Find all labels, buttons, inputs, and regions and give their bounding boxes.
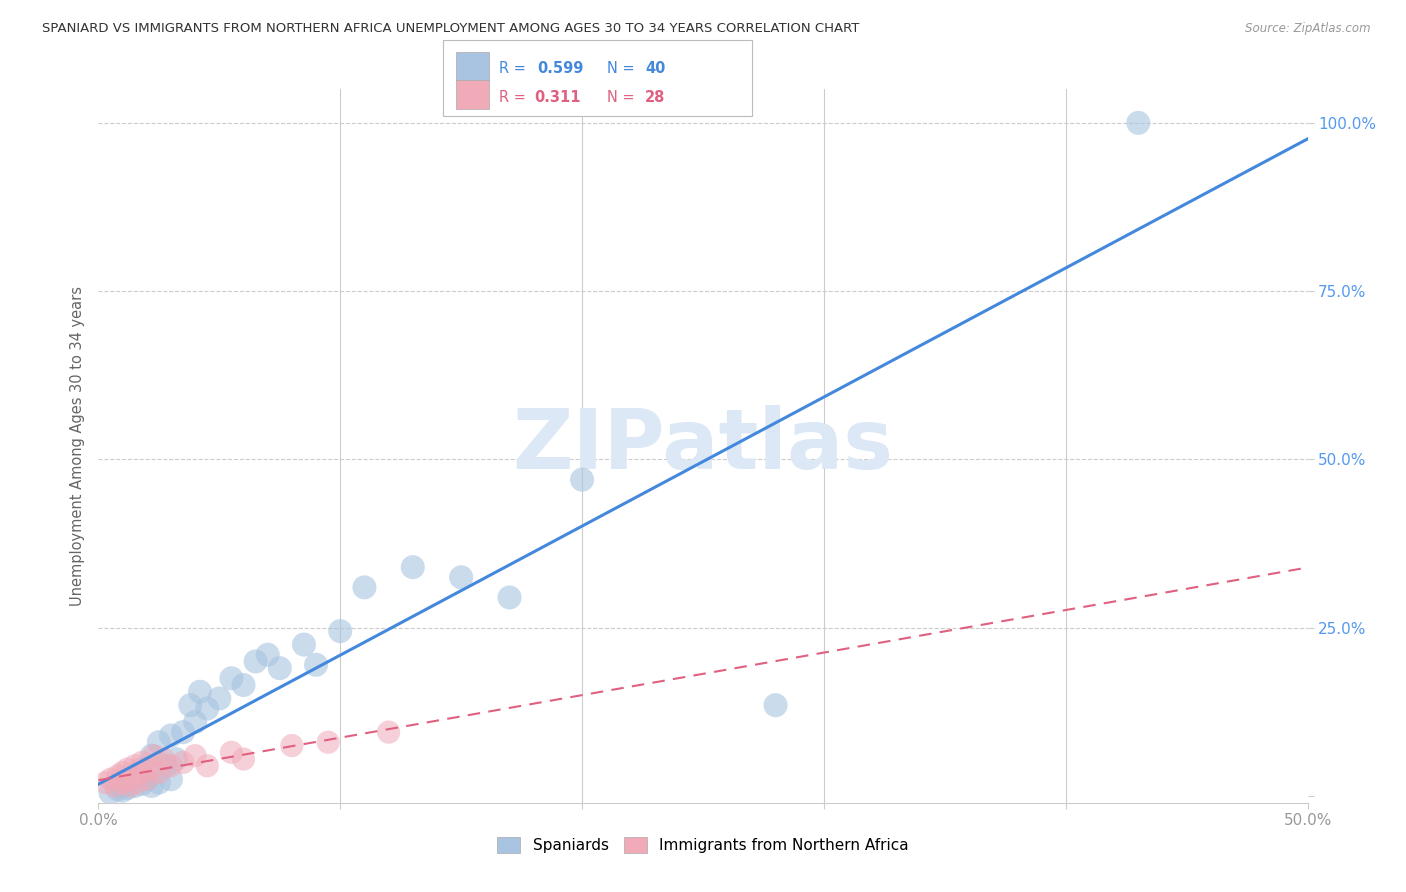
- Point: [131, 765, 153, 780]
- Text: 0.599: 0.599: [537, 62, 583, 77]
- Text: N =: N =: [607, 62, 640, 77]
- Point: [100, 772, 122, 787]
- Point: [221, 671, 243, 685]
- Point: [172, 756, 194, 770]
- Text: Source: ZipAtlas.com: Source: ZipAtlas.com: [1246, 22, 1371, 36]
- Point: [111, 775, 134, 789]
- Text: N =: N =: [607, 89, 640, 104]
- Point: [135, 772, 157, 787]
- Point: [117, 780, 139, 795]
- Point: [377, 725, 399, 739]
- Point: [188, 684, 211, 698]
- Text: 0.311: 0.311: [534, 89, 581, 104]
- Point: [232, 678, 254, 692]
- Y-axis label: Unemployment Among Ages 30 to 34 years: Unemployment Among Ages 30 to 34 years: [69, 286, 84, 606]
- Point: [141, 762, 163, 776]
- Point: [195, 701, 218, 715]
- Point: [141, 779, 163, 793]
- Point: [305, 657, 328, 672]
- Point: [256, 648, 278, 662]
- Point: [117, 762, 139, 776]
- Point: [316, 735, 339, 749]
- Point: [232, 752, 254, 766]
- Point: [184, 714, 207, 729]
- Point: [571, 473, 593, 487]
- Text: ZIPatlas: ZIPatlas: [513, 406, 893, 486]
- Point: [269, 661, 291, 675]
- Point: [402, 560, 425, 574]
- Point: [1128, 116, 1150, 130]
- Point: [124, 758, 146, 772]
- Point: [221, 745, 243, 759]
- Point: [172, 725, 194, 739]
- Point: [131, 777, 153, 791]
- Point: [118, 779, 141, 793]
- Point: [143, 748, 166, 763]
- Point: [100, 786, 122, 800]
- Point: [118, 775, 141, 789]
- Text: 28: 28: [645, 89, 665, 104]
- Point: [131, 756, 153, 770]
- Point: [160, 729, 183, 743]
- Text: 40: 40: [645, 62, 665, 77]
- Point: [127, 775, 149, 789]
- Point: [104, 779, 127, 793]
- Point: [329, 624, 352, 639]
- Point: [124, 779, 146, 793]
- Point: [148, 765, 170, 780]
- Point: [160, 772, 183, 787]
- Point: [117, 772, 139, 787]
- Point: [184, 748, 207, 763]
- Point: [155, 758, 177, 772]
- Point: [292, 638, 315, 652]
- Point: [152, 752, 174, 766]
- Text: R =: R =: [499, 89, 530, 104]
- Text: SPANIARD VS IMMIGRANTS FROM NORTHERN AFRICA UNEMPLOYMENT AMONG AGES 30 TO 34 YEA: SPANIARD VS IMMIGRANTS FROM NORTHERN AFR…: [42, 22, 859, 36]
- Point: [111, 765, 134, 780]
- Point: [124, 769, 146, 783]
- Point: [498, 591, 520, 605]
- Point: [450, 570, 472, 584]
- Point: [148, 775, 170, 789]
- Point: [141, 748, 163, 763]
- Point: [107, 782, 129, 797]
- Point: [111, 783, 134, 797]
- Point: [353, 580, 375, 594]
- Point: [765, 698, 787, 713]
- Point: [111, 779, 134, 793]
- Point: [148, 735, 170, 749]
- Point: [160, 758, 183, 772]
- Point: [245, 655, 267, 669]
- Point: [124, 769, 146, 783]
- Point: [179, 698, 201, 713]
- Point: [94, 775, 117, 789]
- Point: [165, 752, 187, 766]
- Legend: Spaniards, Immigrants from Northern Africa: Spaniards, Immigrants from Northern Afri…: [491, 831, 915, 859]
- Point: [131, 762, 153, 776]
- Point: [281, 739, 304, 753]
- Point: [195, 758, 218, 772]
- Point: [135, 772, 157, 787]
- Point: [208, 691, 231, 706]
- Point: [107, 769, 129, 783]
- Text: R =: R =: [499, 62, 530, 77]
